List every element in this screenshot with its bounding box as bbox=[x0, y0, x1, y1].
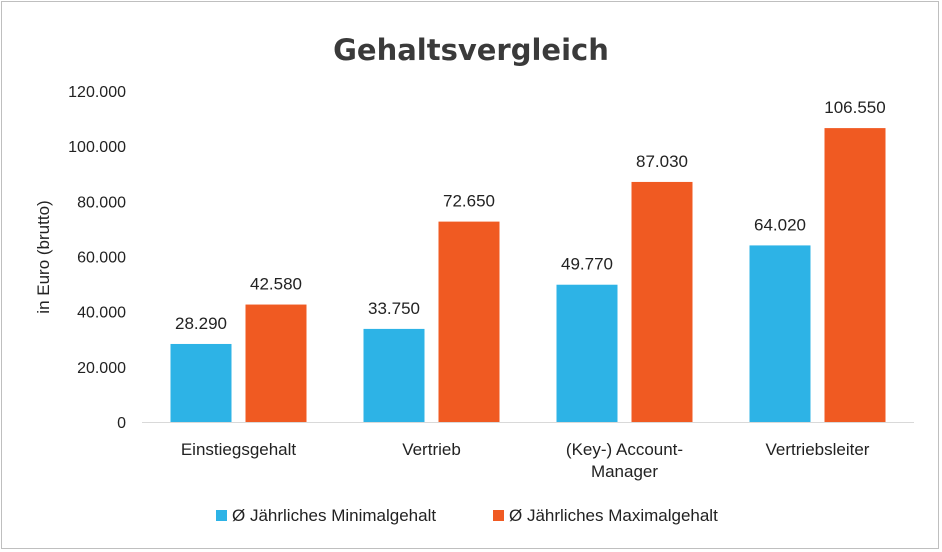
bar bbox=[438, 221, 500, 422]
y-tick-label: 80.000 bbox=[77, 194, 126, 211]
y-tick-label: 0 bbox=[117, 415, 126, 432]
y-tick-label: 20.000 bbox=[77, 360, 126, 377]
category-label: (Key-) Account-Manager bbox=[566, 440, 683, 481]
y-axis-label: in Euro (brutto) bbox=[34, 200, 53, 313]
y-tick-label: 120.000 bbox=[68, 84, 126, 101]
bar bbox=[170, 343, 232, 422]
data-label: 49.770 bbox=[561, 255, 613, 274]
x-axis: Einstiegsgehalt Vertrieb (Key-) Account-Ma… bbox=[142, 422, 914, 481]
bar bbox=[556, 284, 618, 422]
bar bbox=[824, 128, 886, 422]
y-tick-label: 100.000 bbox=[68, 139, 126, 156]
bars bbox=[170, 128, 886, 422]
category-label: Vertrieb bbox=[402, 440, 461, 459]
y-tick-label: 40.000 bbox=[77, 305, 126, 322]
chart-title: Gehaltsvergleich bbox=[333, 33, 609, 67]
legend-label: Ø Jährliches Maximalgehalt bbox=[509, 506, 718, 525]
category-label: Vertriebsleiter bbox=[766, 440, 870, 459]
data-label: 87.030 bbox=[636, 152, 688, 171]
data-label: 42.580 bbox=[250, 275, 302, 294]
data-label: 106.550 bbox=[824, 98, 885, 117]
bar bbox=[749, 245, 811, 422]
legend-swatch bbox=[493, 510, 504, 521]
data-label: 33.750 bbox=[368, 299, 420, 318]
y-tick-label: 60.000 bbox=[77, 250, 126, 267]
y-axis: 0 20.000 40.000 60.000 80.000 100.000 120.000 bbox=[68, 84, 126, 432]
data-labels: 28.290 42.580 33.750 72.650 49.770 87.030 64.0… bbox=[175, 98, 886, 333]
data-label: 72.650 bbox=[443, 192, 495, 211]
legend-label: Ø Jährliches Minimalgehalt bbox=[232, 506, 436, 525]
legend: Ø Jährliches Minimalgehalt Ø Jährliches M… bbox=[216, 506, 718, 525]
bar bbox=[363, 328, 425, 422]
data-label: 64.020 bbox=[754, 215, 806, 234]
category-label: Einstiegsgehalt bbox=[181, 440, 297, 459]
legend-swatch bbox=[216, 510, 227, 521]
data-label: 28.290 bbox=[175, 314, 227, 333]
bar bbox=[245, 304, 307, 422]
bar bbox=[631, 181, 693, 422]
